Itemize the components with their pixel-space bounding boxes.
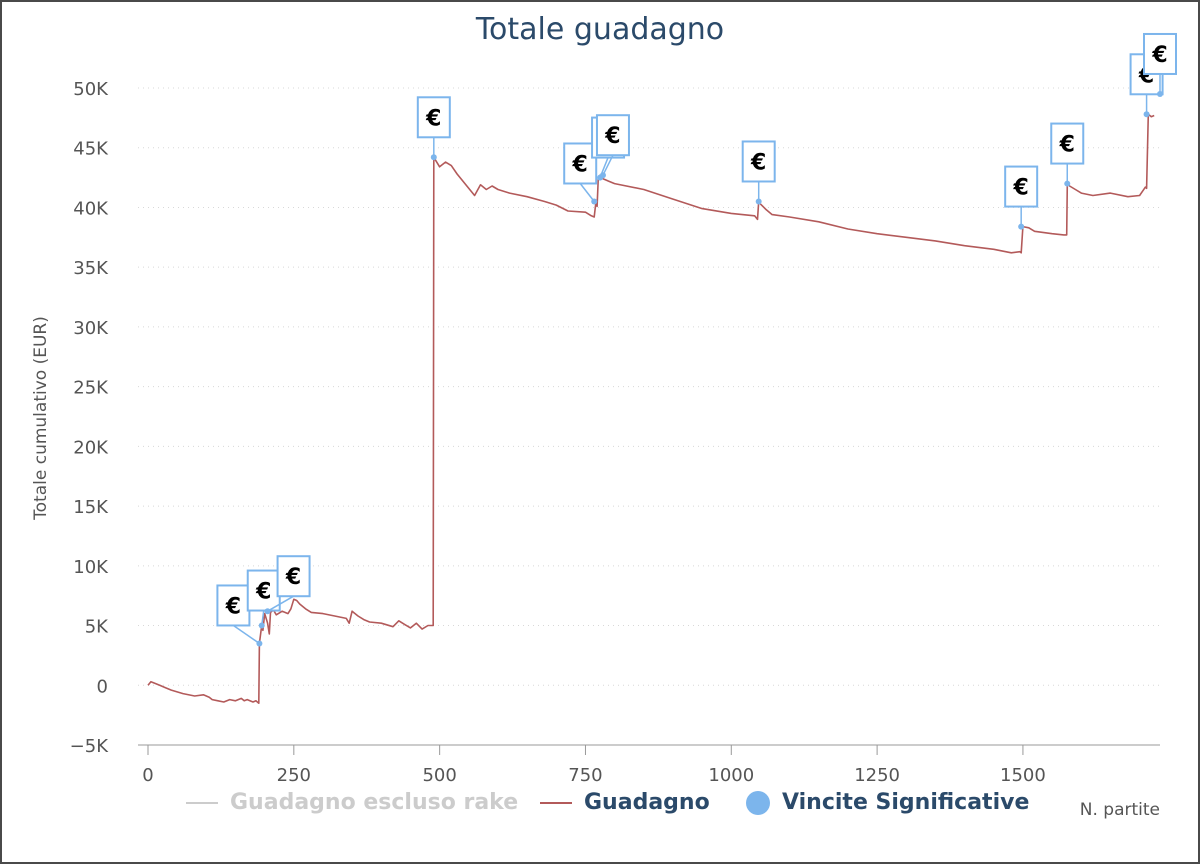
- win-point: [430, 154, 437, 161]
- legend-label-significant-wins: Vincite Significative: [782, 790, 1030, 815]
- y-tick-label: 0: [97, 676, 108, 697]
- win-point: [1018, 223, 1025, 230]
- win-point: [1143, 111, 1150, 118]
- x-tick-label: 250: [277, 765, 311, 786]
- y-tick-label: 35K: [73, 258, 109, 279]
- win-label-box: [563, 142, 598, 185]
- win-connector: [232, 624, 260, 645]
- win-connector: [579, 183, 595, 202]
- y-tick-label: 30K: [73, 318, 109, 339]
- y-tick-label: 15K: [73, 497, 109, 518]
- win-label-box: [1004, 165, 1039, 208]
- win-connector: [267, 595, 294, 612]
- win-label-box: [276, 555, 311, 598]
- win-label-box: [216, 584, 251, 627]
- win-label: €: [1013, 176, 1029, 201]
- win-point: [591, 198, 598, 205]
- y-tick-label: 5K: [85, 617, 109, 638]
- legend-label-rake-excluded: Guadagno escluso rake: [230, 790, 519, 815]
- y-tick-label: 50K: [73, 79, 109, 100]
- win-label: €: [255, 580, 271, 605]
- y-axis-title: Totale cumulativo (EUR): [31, 316, 51, 521]
- win-point: [264, 608, 271, 615]
- legend-line-guadagno: [540, 801, 572, 804]
- win-label: €: [1151, 43, 1167, 68]
- y-tick-label: 25K: [73, 378, 109, 399]
- y-tick-label: −5K: [70, 736, 110, 757]
- win-label: €: [572, 152, 588, 177]
- win-label: €: [225, 594, 241, 619]
- win-label-box: [1143, 32, 1177, 75]
- chart-title: Totale guadagno: [475, 12, 725, 47]
- legend-label-guadagno: Guadagno: [584, 790, 710, 815]
- legend-dot-significant-wins: [746, 790, 770, 815]
- win-label: €: [1059, 133, 1075, 158]
- legend: Guadagno escluso rake Guadagno Vincite S…: [0, 788, 1200, 820]
- win-label: €: [425, 106, 441, 131]
- legend-line-rake-excluded: [186, 801, 218, 804]
- series-line-guadagno: [147, 113, 1155, 704]
- win-point: [256, 640, 263, 647]
- win-label-box: [246, 569, 281, 612]
- legend-item-significant-wins[interactable]: Vincite Significative: [746, 790, 1029, 815]
- y-tick-label: 45K: [73, 139, 109, 160]
- x-tick-label: 500: [422, 765, 456, 786]
- win-label-box: [595, 114, 630, 157]
- x-tick-label: 1000: [708, 765, 754, 786]
- win-point: [1157, 90, 1163, 97]
- win-label: €: [750, 150, 766, 175]
- x-axis-title: N. partite: [1080, 800, 1160, 820]
- win-label: €: [285, 565, 301, 590]
- legend-item-guadagno[interactable]: Guadagno: [540, 790, 710, 815]
- win-label-box: [416, 96, 451, 139]
- win-point: [755, 198, 762, 205]
- win-label-box: [1050, 122, 1085, 165]
- win-point: [1064, 180, 1071, 187]
- x-tick-label: 750: [568, 765, 602, 786]
- x-tick-label: 1250: [854, 765, 900, 786]
- x-tick-label: 1500: [1000, 765, 1046, 786]
- y-tick-label: 10K: [73, 557, 109, 578]
- win-connector: [602, 154, 614, 176]
- legend-item-rake-excluded[interactable]: Guadagno escluso rake: [186, 790, 518, 815]
- win-point: [258, 622, 265, 629]
- y-tick-label: 40K: [73, 198, 109, 219]
- y-tick-label: 20K: [73, 437, 109, 458]
- win-point: [599, 172, 606, 179]
- win-label: €: [604, 124, 620, 149]
- win-label-box: [741, 140, 776, 183]
- x-tick-label: 0: [142, 765, 153, 786]
